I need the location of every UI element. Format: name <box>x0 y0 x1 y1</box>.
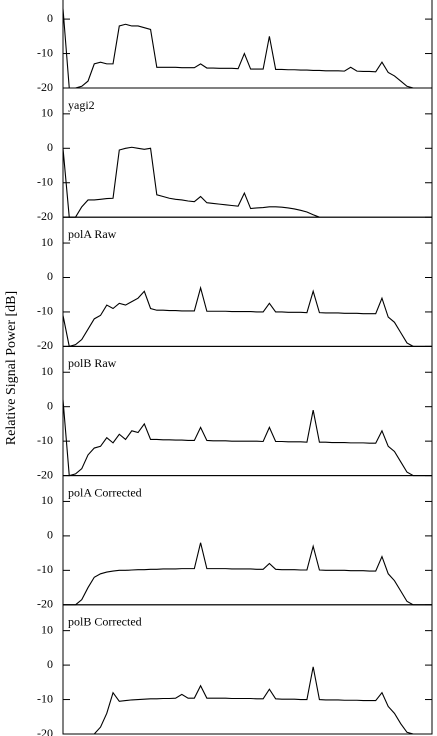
panel-label: polA Raw <box>68 227 117 241</box>
y-tick-label: -10 <box>37 174 53 188</box>
panel-label: polB Corrected <box>68 615 142 629</box>
y-tick-label: 0 <box>47 269 53 283</box>
spectrum-line <box>63 666 432 735</box>
y-tick-label: -10 <box>37 562 53 576</box>
panel-frame <box>62 0 433 89</box>
panel-frame <box>62 87 433 218</box>
panel-frame <box>62 216 433 347</box>
y-tick-label: 0 <box>47 657 53 671</box>
spectrum-line <box>62 285 432 348</box>
y-tick-label: 10 <box>41 493 53 507</box>
spectrum-line <box>62 146 320 218</box>
panel-label: yagi2 <box>68 98 95 112</box>
panel-frame <box>62 345 433 477</box>
y-tick-label: 10 <box>41 364 53 378</box>
y-tick-label: -10 <box>37 433 53 447</box>
y-axis-label: Relative Signal Power [dB] <box>4 291 19 445</box>
y-tick-label: -10 <box>37 304 53 318</box>
y-tick-label: 0 <box>47 398 53 412</box>
y-tick-label: -20 <box>37 338 53 352</box>
y-tick-label: 10 <box>41 622 53 636</box>
y-tick-label: -20 <box>37 467 53 481</box>
y-tick-label: -20 <box>37 726 53 736</box>
panel-label: polA Corrected <box>68 485 142 499</box>
y-tick-label: -20 <box>37 597 53 611</box>
y-tick-label: -20 <box>37 80 53 94</box>
y-tick-label: -10 <box>37 45 53 59</box>
y-tick-label: 0 <box>47 140 53 154</box>
spectrum-line <box>62 8 432 89</box>
spectrum-line <box>63 542 432 606</box>
y-tick-label: 10 <box>41 235 53 249</box>
y-tick-label: 0 <box>47 528 53 542</box>
y-tick-label: -10 <box>37 691 53 705</box>
y-tick-label: 0 <box>47 11 53 25</box>
y-tick-label: -20 <box>37 209 53 223</box>
panel-label: polB Raw <box>68 356 117 370</box>
panel-frame <box>62 604 433 735</box>
spectrum-line <box>62 399 432 477</box>
y-tick-label: 10 <box>41 106 53 120</box>
